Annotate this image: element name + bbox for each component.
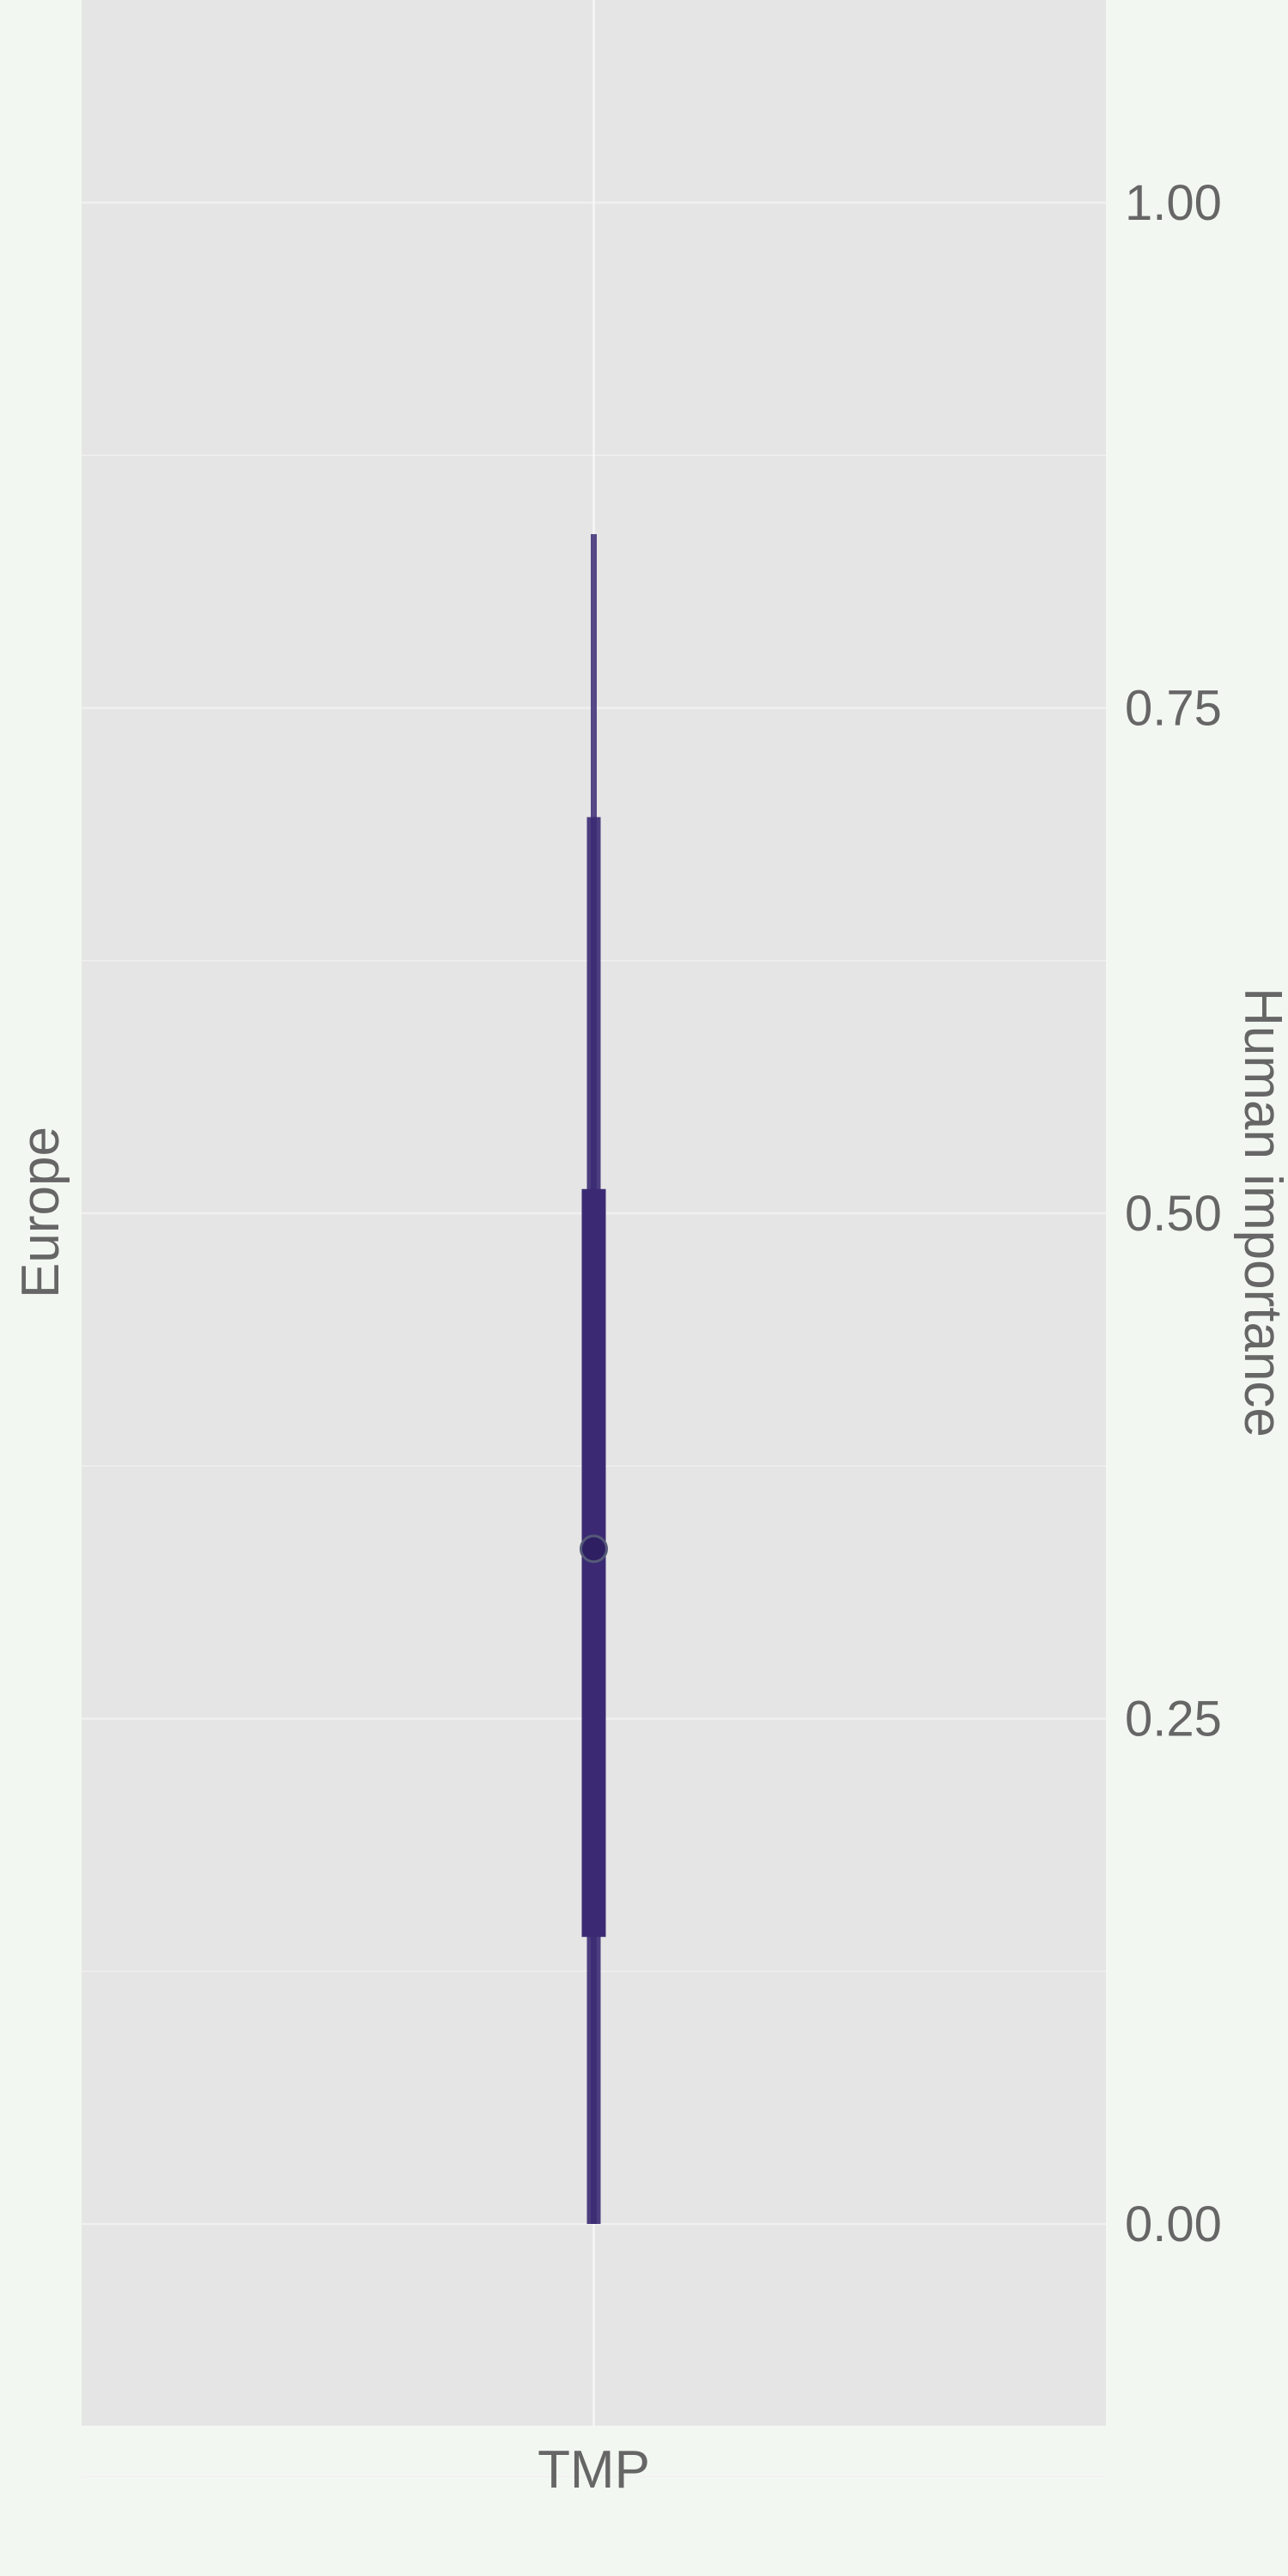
y-tick-label: 0.25	[1125, 1692, 1222, 1747]
point-estimate	[580, 1534, 608, 1564]
ticks-layer: 0.00 0.25 0.50 0.75 1.00 TMP	[538, 175, 1222, 2500]
x-category-label: TMP	[538, 2440, 650, 2500]
y-tick-label: 0.75	[1125, 681, 1222, 737]
facet-label: Europe	[11, 1127, 70, 1298]
y-tick-label: 0.50	[1125, 1186, 1222, 1242]
y-tick-label: 0.00	[1125, 2196, 1222, 2252]
y-axis-title: Human importance	[1233, 987, 1288, 1437]
marks-layer	[580, 534, 608, 2225]
y-tick-label: 1.00	[1125, 175, 1222, 231]
